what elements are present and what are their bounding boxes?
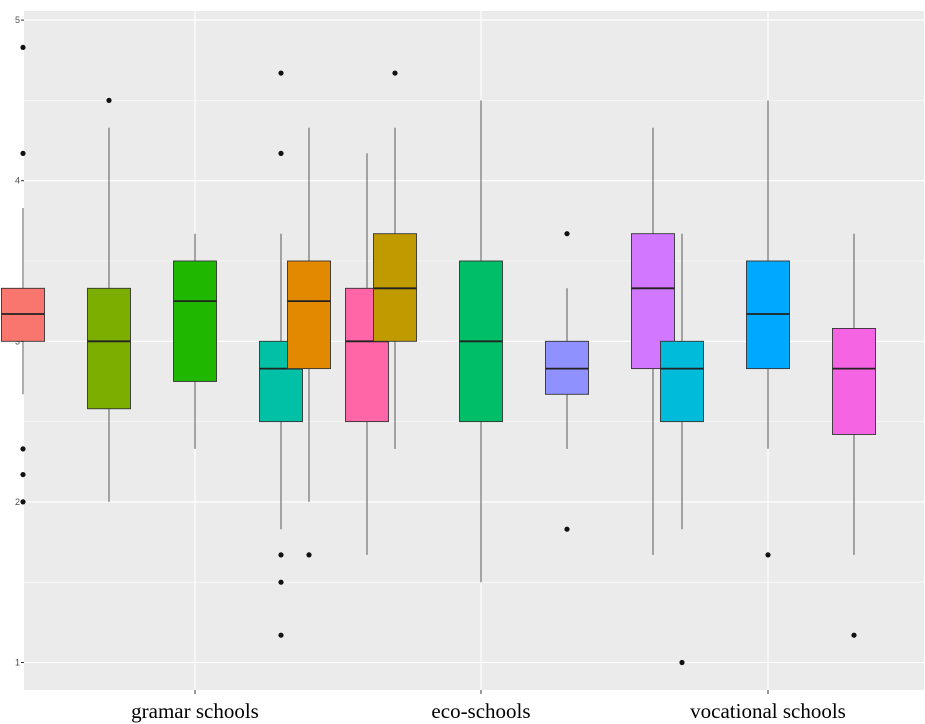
box-group [1,44,45,505]
box-group [287,127,331,558]
y-tick-label: 4 [15,176,20,186]
box-group [832,233,876,638]
outlier-point [765,552,771,558]
box [287,260,331,370]
box [87,287,131,410]
x-tick-labels: gramar schools eco-schools vocational sc… [131,699,846,723]
outlier-point [564,231,570,237]
outlier-point [20,446,26,452]
box-group [173,233,217,449]
outlier-point [278,150,284,156]
outlier-point [278,70,284,76]
boxes [1,44,876,666]
y-tick-label: 5 [15,15,20,25]
y-tick-label: 1 [15,658,20,668]
outlier-point [106,97,112,103]
box-group [459,100,503,583]
outlier-point [20,44,26,51]
outlier-point [278,579,284,585]
y-tick-label: 2 [15,497,20,507]
outlier-point [306,552,312,558]
box-group [660,233,704,666]
outlier-point [278,632,284,638]
box-group [746,100,790,558]
outlier-point [851,632,857,638]
outlier-point [278,552,284,558]
outlier-point [20,150,26,156]
outlier-point [20,499,26,505]
box [832,328,876,435]
outlier-point [564,526,570,532]
box [660,340,704,423]
x-tick-label: vocational schools [690,699,846,723]
box-group [545,231,589,532]
box-group [373,70,417,449]
box-group [87,97,131,502]
x-tick-label: gramar schools [131,699,259,723]
outlier-point [679,659,685,666]
outlier-point [392,70,398,76]
outlier-point [20,471,26,478]
x-tick-label: eco-schools [431,699,530,723]
box [173,260,217,382]
